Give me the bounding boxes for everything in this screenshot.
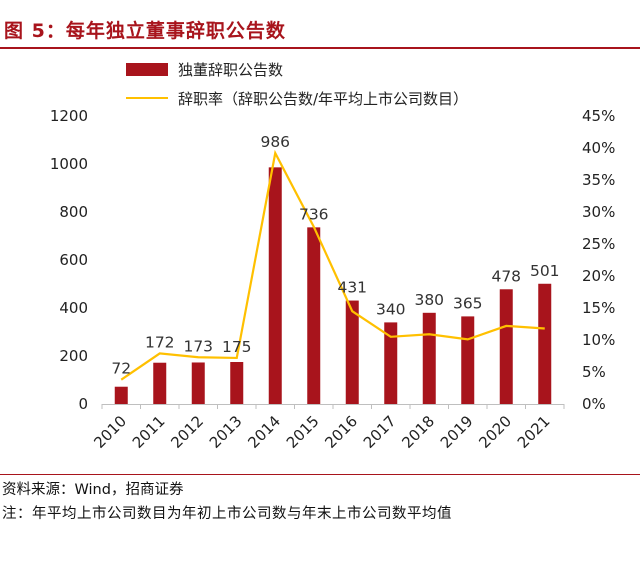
left-axis-ticks: 0 200 400 600 800 1000 1200 — [50, 107, 88, 413]
bar — [499, 289, 513, 404]
right-tick-label: 5% — [582, 363, 606, 381]
bar-value-label: 172 — [145, 333, 175, 351]
bar-value-label: 340 — [376, 300, 406, 318]
legend-bar-label: 独董辞职公告数 — [178, 61, 283, 79]
footnote: 注：年平均上市公司数目为年初上市公司数与年末上市公司数平均值 — [2, 506, 452, 522]
bar-labels: 72 172 173 175 986 736 431 340 380 365 478 501 — [111, 133, 559, 378]
left-tick-label: 400 — [59, 299, 88, 317]
right-tick-label: 0% — [582, 395, 606, 413]
bar — [307, 227, 321, 404]
left-tick-label: 0 — [78, 395, 88, 413]
left-tick-label: 200 — [59, 347, 88, 365]
category-label: 2014 — [244, 412, 284, 452]
x-axis-labels: 2010201120122013201420152016201720182019… — [90, 412, 553, 452]
category-label: 2012 — [167, 412, 207, 452]
right-tick-label: 10% — [582, 331, 615, 349]
bar — [538, 283, 552, 404]
bar-value-label: 380 — [414, 291, 444, 309]
bar — [461, 316, 475, 404]
title-rule — [0, 47, 640, 49]
bar — [191, 362, 205, 404]
right-tick-label: 45% — [582, 107, 615, 125]
right-tick-label: 20% — [582, 267, 615, 285]
combo-chart: 独董辞职公告数 辞职率（辞职公告数/年平均上市公司数目） 0 200 400 600 8… — [50, 61, 616, 452]
bar — [345, 300, 359, 404]
bar-value-label: 736 — [299, 205, 329, 223]
footer-rule — [0, 474, 640, 475]
right-tick-label: 40% — [582, 139, 615, 157]
right-tick-label: 30% — [582, 203, 615, 221]
category-label: 2015 — [283, 412, 323, 452]
category-label: 2010 — [90, 412, 130, 452]
bar-value-label: 431 — [337, 279, 367, 297]
source-note: 资料来源：Wind，招商证券 — [2, 482, 184, 498]
bar-value-label: 986 — [260, 133, 290, 151]
left-tick-label: 600 — [59, 251, 88, 269]
x-axis-ticks — [101, 404, 565, 409]
figure-title: 图 5：每年独立董事辞职公告数 — [4, 20, 286, 42]
rate-line — [120, 149, 545, 381]
bar-value-label: 175 — [222, 338, 252, 356]
bar-value-label: 72 — [111, 360, 131, 378]
left-tick-label: 1000 — [50, 155, 88, 173]
bar — [268, 167, 282, 404]
category-label: 2018 — [398, 412, 438, 452]
bar — [422, 312, 436, 404]
category-label: 2017 — [360, 412, 400, 452]
bar — [153, 362, 167, 404]
category-label: 2020 — [475, 412, 515, 452]
bars — [114, 167, 552, 404]
category-label: 2011 — [129, 412, 169, 452]
category-label: 2019 — [437, 412, 477, 452]
bar-value-label: 501 — [530, 262, 560, 280]
bar — [230, 362, 244, 404]
bar-value-label: 173 — [183, 337, 213, 355]
right-tick-label: 35% — [582, 171, 615, 189]
category-label: 2021 — [514, 412, 554, 452]
legend: 独董辞职公告数 辞职率（辞职公告数/年平均上市公司数目） — [126, 61, 468, 108]
right-tick-label: 25% — [582, 235, 615, 253]
legend-bar-swatch — [126, 63, 168, 76]
category-label: 2013 — [206, 412, 246, 452]
category-label: 2016 — [321, 412, 361, 452]
right-axis-ticks: 0% 5% 10% 15% 20% 25% 30% 35% 40% 45% — [582, 107, 615, 413]
bar-value-label: 365 — [453, 294, 483, 312]
left-tick-label: 1200 — [50, 107, 88, 125]
bar — [384, 322, 398, 404]
legend-line-label: 辞职率（辞职公告数/年平均上市公司数目） — [178, 90, 468, 108]
right-tick-label: 15% — [582, 299, 615, 317]
bar-value-label: 478 — [491, 267, 521, 285]
bar — [114, 386, 128, 404]
left-tick-label: 800 — [59, 203, 88, 221]
